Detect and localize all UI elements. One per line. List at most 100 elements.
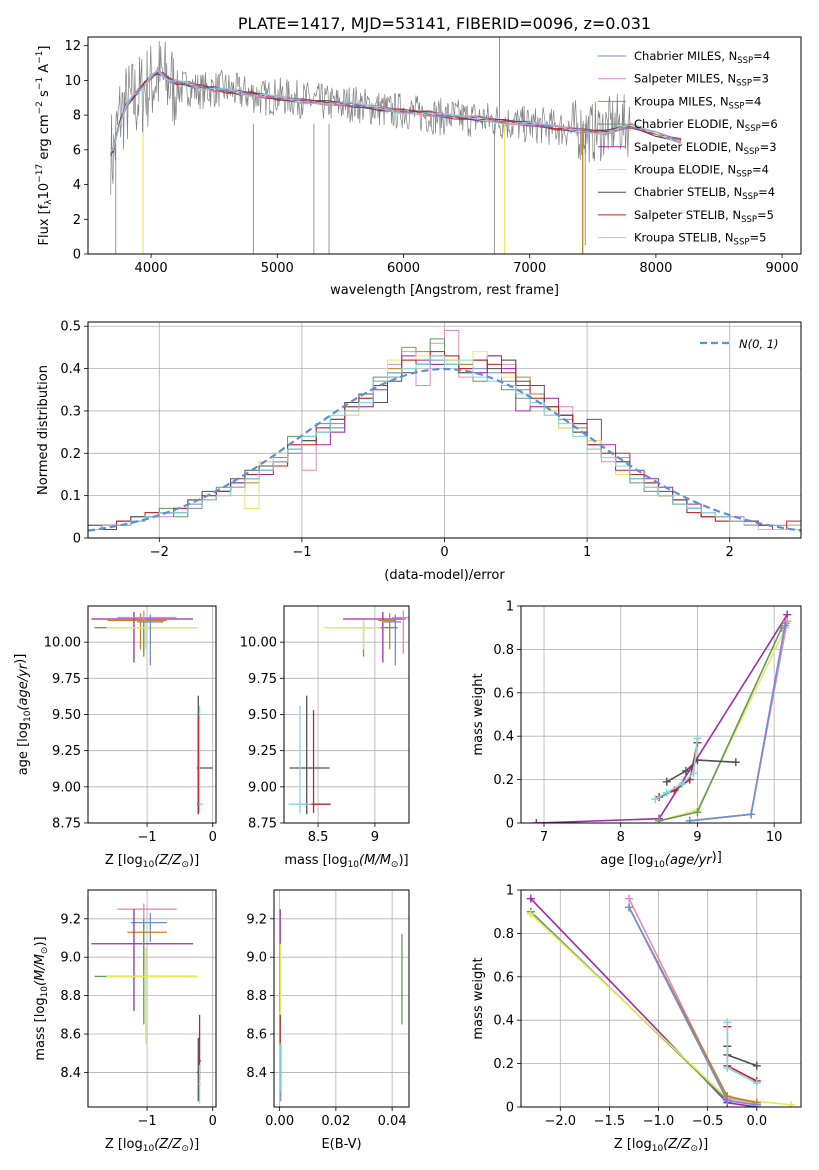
plus-marker bbox=[752, 1100, 761, 1107]
errorbar-kroupa_stelib bbox=[198, 1064, 201, 1104]
axes-frame bbox=[520, 889, 802, 1108]
y-label-part: 10 bbox=[37, 183, 52, 200]
y-label-sup: −17 bbox=[35, 164, 45, 183]
label-sub: 10 bbox=[348, 860, 360, 870]
y-tick-label: 0.2 bbox=[493, 1057, 514, 1072]
label-sub: 10 bbox=[652, 1144, 664, 1154]
legend-entry: Kroupa STELIB, NSSP=5 bbox=[634, 231, 766, 248]
y-tick-label: 9.50 bbox=[248, 708, 277, 723]
y-tick-label: 0.5 bbox=[60, 320, 81, 335]
legend-label: Salpeter STELIB, N bbox=[634, 208, 741, 222]
y-tick-label: 8.4 bbox=[246, 1066, 267, 1081]
y-label-part: erg cm bbox=[37, 114, 52, 163]
axes-frame bbox=[87, 605, 217, 824]
errorbar-kroupa_miles bbox=[107, 613, 167, 650]
x-axis-label: Z [log10(Z/Z⊙)] bbox=[105, 1137, 199, 1154]
y-tick-label: 0 bbox=[506, 817, 514, 832]
y-tick-label: 9.0 bbox=[60, 951, 81, 966]
y-label-part: ] bbox=[37, 46, 52, 51]
plus-marker bbox=[731, 758, 740, 767]
legend-label: Kroupa MILES, N bbox=[634, 94, 729, 108]
plus-marker bbox=[723, 1063, 732, 1072]
legend-label: Chabrier STELIB, N bbox=[634, 185, 742, 199]
y-tick-label: 10.00 bbox=[44, 636, 81, 651]
y-tick-label: 0.8 bbox=[493, 927, 514, 942]
label-part: mass [log bbox=[33, 997, 48, 1060]
x-tick-label: 0.0 bbox=[746, 1114, 767, 1129]
y-axis-label: mass weight bbox=[471, 957, 486, 1039]
y-tick-label: 8.4 bbox=[60, 1066, 81, 1081]
model-spectrum-kroupa_stelib bbox=[110, 70, 682, 152]
x-tick-label: −1.0 bbox=[643, 1114, 675, 1129]
axes-frame bbox=[87, 889, 217, 1108]
x-axis-label: age [log10(age/yr)] bbox=[600, 850, 722, 870]
y-label-sub: λ bbox=[44, 199, 54, 205]
legend-val: =4 bbox=[744, 94, 761, 108]
legend-sub: SSP bbox=[736, 170, 752, 180]
y-tick-label: 8.75 bbox=[52, 817, 81, 832]
weight-line-chabrier_elodie bbox=[530, 911, 757, 1106]
y-axis-label: age [log10(age/yr)] bbox=[13, 654, 33, 776]
label-sub: 10 bbox=[143, 860, 155, 870]
label-sub: ⊙ bbox=[181, 1144, 189, 1154]
plus-marker bbox=[526, 909, 535, 918]
x-tick-label: 0.04 bbox=[378, 1114, 407, 1129]
panel-spectrum: 4000 5000 6000 7000 8000 9000 0 2 4 6 8 10 12 PLATE=1… bbox=[35, 14, 802, 298]
legend-label: Kroupa STELIB, N bbox=[634, 231, 734, 245]
y-tick-label: 0.4 bbox=[60, 362, 81, 377]
label-part: mass [log bbox=[284, 853, 347, 868]
y-tick-label: 9.75 bbox=[52, 672, 81, 687]
x-tick-label: −1 bbox=[137, 830, 156, 845]
legend-sub: SSP bbox=[745, 124, 761, 134]
errorbar-kroupa_miles bbox=[378, 613, 396, 650]
x-tick-label: 0 bbox=[209, 1114, 217, 1129]
legend-val: =6 bbox=[761, 117, 778, 131]
x-tick-label: 8000 bbox=[639, 261, 672, 276]
plus-marker bbox=[693, 808, 702, 817]
plus-marker bbox=[747, 810, 756, 819]
y-tick-label: 9.00 bbox=[248, 780, 277, 795]
label-part: )] bbox=[189, 853, 199, 868]
legend-sub: SSP bbox=[741, 215, 757, 225]
legend-entry: Salpeter ELODIE, NSSP=3 bbox=[634, 140, 777, 157]
legend-entry: Salpeter STELIB, NSSP=5 bbox=[634, 208, 774, 225]
y-tick-label: 8.8 bbox=[246, 989, 267, 1004]
label-part: Z [log bbox=[105, 1137, 143, 1152]
label-sub: ⊙ bbox=[181, 860, 189, 870]
y-tick-label: 9.0 bbox=[246, 951, 267, 966]
legend-val: =3 bbox=[760, 140, 777, 154]
y-tick-label: 9.2 bbox=[60, 912, 81, 927]
panel-massweight_vs_z: −2.0 −1.5 −1.0 −0.5 0.0 0 0.2 0.4 0.6 0.8 1 Z [log1… bbox=[471, 884, 802, 1154]
label-part: (Z/Z bbox=[154, 1137, 182, 1152]
legend-entry: Kroupa MILES, NSSP=4 bbox=[634, 94, 761, 111]
errorbar-salpeter_elodie bbox=[343, 611, 406, 663]
errorbar-kroupa_elodie bbox=[106, 947, 199, 1044]
legend-entry: N(0, 1) bbox=[739, 337, 779, 351]
axes-frame bbox=[520, 605, 802, 824]
axes-frame bbox=[87, 321, 802, 539]
legend-entry: Salpeter MILES, NSSP=3 bbox=[634, 72, 769, 89]
weight-line-chabrier_elodie bbox=[658, 627, 783, 822]
x-axis-label: wavelength [Angstrom, rest frame] bbox=[330, 283, 559, 298]
y-tick-label: 4 bbox=[73, 178, 81, 193]
y-tick-label: 0.8 bbox=[493, 643, 514, 658]
plus-marker bbox=[625, 903, 634, 912]
y-tick-label: 1 bbox=[506, 884, 514, 899]
x-tick-label: 1 bbox=[583, 545, 591, 560]
legend-entry: Chabrier MILES, NSSP=4 bbox=[634, 49, 770, 66]
label-part: age [log bbox=[16, 722, 31, 775]
y-tick-label: 9.2 bbox=[246, 912, 267, 927]
legend-sub: SSP bbox=[729, 101, 745, 111]
plus-marker bbox=[723, 1096, 732, 1105]
plus-marker bbox=[752, 1061, 761, 1070]
legend-entry: Chabrier ELODIE, NSSP=6 bbox=[634, 117, 778, 134]
legend-label: Salpeter MILES, N bbox=[634, 72, 736, 86]
legend-val: =3 bbox=[752, 72, 769, 86]
y-tick-label: 1 bbox=[506, 600, 514, 615]
x-tick-label: 7000 bbox=[513, 261, 546, 276]
plus-marker bbox=[662, 788, 671, 797]
label-part: )] bbox=[33, 936, 48, 946]
y-tick-label: 0.4 bbox=[493, 1014, 514, 1029]
